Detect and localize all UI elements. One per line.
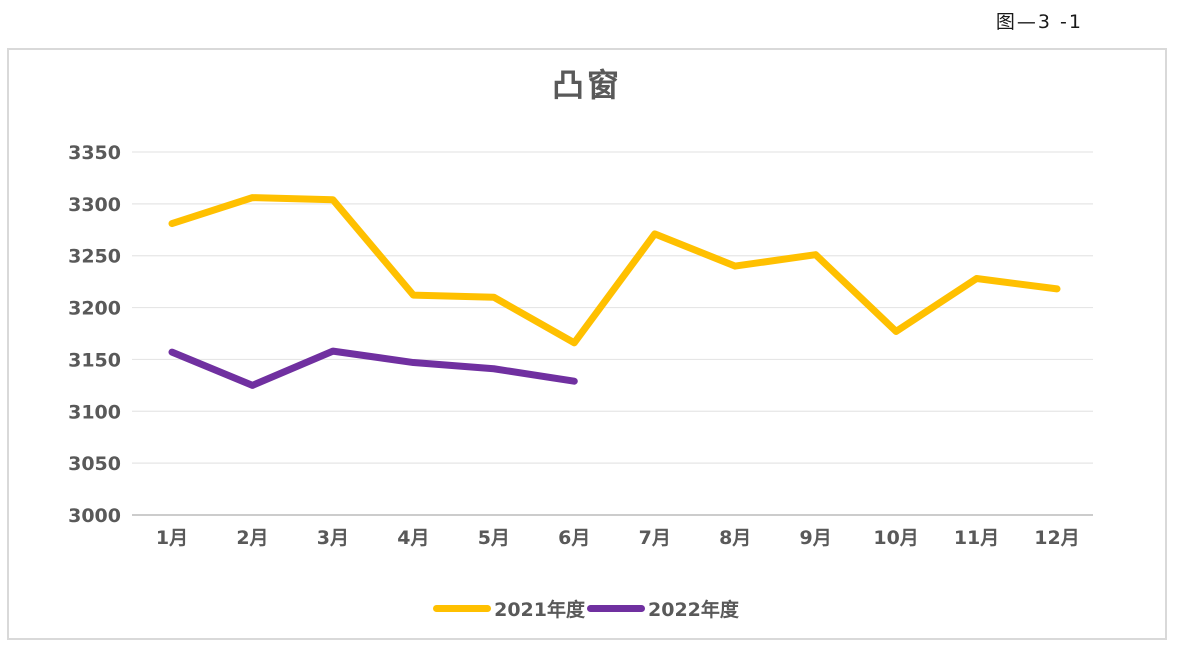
- chart-panel: 凸窗 3000 3050 3100 3150 3200 3250 3300 3350 1月 2月 3…: [7, 48, 1167, 640]
- y-tick-label: 3350: [68, 142, 121, 164]
- legend-item: 2022年度: [587, 595, 741, 622]
- y-tick-label: 3050: [68, 453, 121, 475]
- legend-swatch: [587, 605, 645, 612]
- series-line-1: [168, 347, 578, 389]
- x-tick-label: 2月: [236, 527, 268, 549]
- x-tick-label: 7月: [639, 527, 671, 549]
- legend: 2021年度 2022年度: [9, 595, 1165, 622]
- x-tick-label: 1月: [156, 527, 188, 549]
- chart-title: 凸窗: [551, 66, 622, 104]
- x-tick-label: 10月: [873, 527, 918, 549]
- legend-swatch: [433, 605, 492, 612]
- x-tick-label: 12月: [1034, 527, 1079, 549]
- legend-label: 2021年度: [494, 599, 585, 621]
- x-tick-label: 4月: [397, 527, 429, 549]
- legend-label: 2022年度: [648, 599, 739, 621]
- x-tick-label: 9月: [800, 527, 832, 549]
- x-tick-label: 6月: [558, 527, 590, 549]
- y-tick-label: 3100: [68, 401, 121, 423]
- y-tick-label: 3250: [68, 246, 121, 268]
- y-tick-label: 3300: [68, 194, 121, 216]
- x-tick-label: 3月: [317, 527, 349, 549]
- x-tick-label: 8月: [719, 527, 751, 549]
- series-line-0: [168, 194, 1061, 347]
- y-tick-label: 3200: [68, 298, 121, 320]
- x-tick-label: 5月: [478, 527, 510, 549]
- plot-svg: 3000 3050 3100 3150 3200 3250 3300 3350 1月 2月 3月 4月…: [68, 142, 1093, 549]
- figure-label: 图—3 -1: [995, 11, 1083, 33]
- x-tick-label: 11月: [954, 527, 999, 549]
- y-tick-label: 3000: [68, 505, 121, 527]
- legend-item: 2021年度: [433, 595, 587, 622]
- y-tick-label: 3150: [68, 349, 121, 371]
